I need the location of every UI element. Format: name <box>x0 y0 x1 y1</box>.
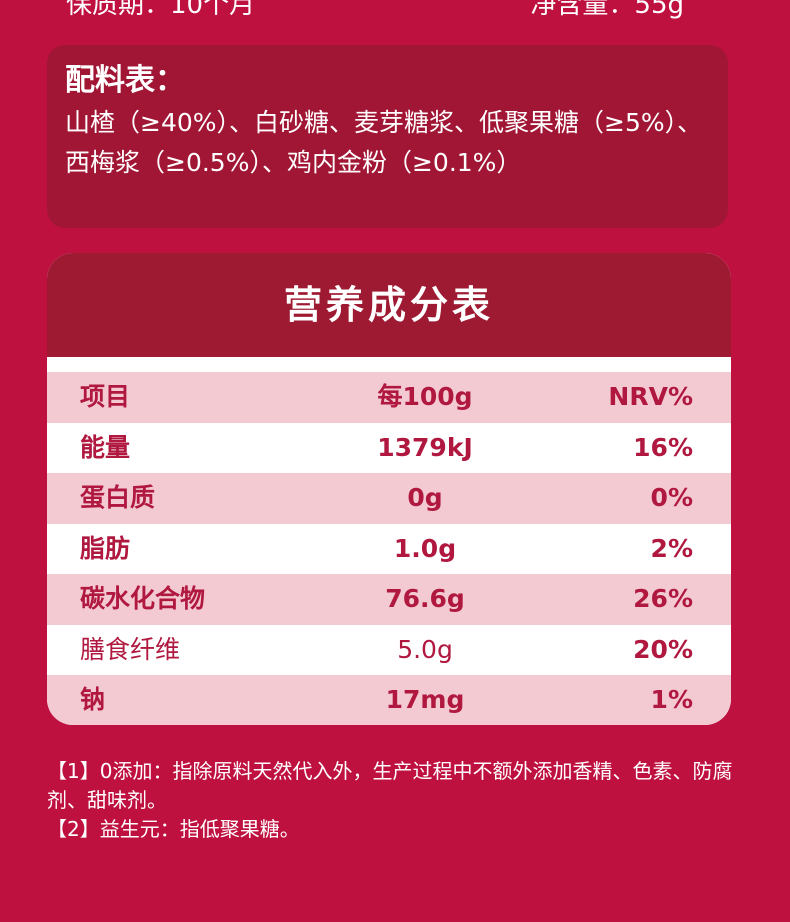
table-rows: 项目 每100g NRV% 能量 1379kJ 16% 蛋白质 0g 0% 脂肪 1.0g 2% 碳水化… <box>47 372 731 725</box>
ingredients-line: 西梅浆（≥0.5%）、鸡内金粉（≥0.1%） <box>65 148 522 177</box>
table-cell: 项目 <box>80 382 131 411</box>
table-row: 蛋白质 0g 0% <box>47 473 731 524</box>
table-cell: 脂肪 <box>80 533 131 563</box>
ingredients-line: 山楂（≥40%）、白砂糖、麦芽糖浆、低聚果糖（≥5%）、 <box>65 108 703 137</box>
table-row: 脂肪 1.0g 2% <box>47 524 731 575</box>
table-row: 钠 17mg 1% <box>47 675 731 725</box>
table-row: 膳食纤维 5.0g 20% <box>47 625 731 676</box>
note: 【2】益生元：指低聚果糖。 <box>47 817 300 841</box>
table-cell: 蛋白质 <box>80 483 156 512</box>
table-cell: 0% <box>650 483 693 512</box>
net-weight: 净含量：55g <box>530 0 684 20</box>
table-cell: 26% <box>633 584 693 613</box>
table-cell: 20% <box>633 634 693 664</box>
note: 【1】0添加：指除原料天然代入外，生产过程中不额外添加香精、色素、防腐剂、甜味剂… <box>47 759 733 812</box>
ingredients-title: 配料表： <box>65 63 185 98</box>
table-cell: NRV% <box>608 382 693 411</box>
notes: 【1】0添加：指除原料天然代入外，生产过程中不额外添加香精、色素、防腐剂、甜味剂… <box>47 757 757 844</box>
table-cell: 膳食纤维 <box>80 634 181 664</box>
table-cell: 1% <box>650 685 693 714</box>
table-cell: 钠 <box>80 685 106 714</box>
table-cell: 16% <box>633 432 693 462</box>
table-cell: 2% <box>650 533 693 563</box>
table-cell: 能量 <box>80 432 131 462</box>
table-row: 碳水化合物 76.6g 26% <box>47 574 731 625</box>
ingredients-box: 配料表： 山楂（≥40%）、白砂糖、麦芽糖浆、低聚果糖（≥5%）、 西梅浆（≥0… <box>47 45 728 228</box>
table-row: 项目 每100g NRV% <box>47 372 731 423</box>
table-title: 营养成分表 <box>47 253 731 357</box>
table-cell: 碳水化合物 <box>80 584 206 613</box>
table-row: 能量 1379kJ 16% <box>47 423 731 474</box>
shelf-life: 保质期：10个月 <box>66 0 256 20</box>
nutrition-table: 营养成分表 项目 每100g NRV% 能量 1379kJ 16% 蛋白质 0g 0% 脂肪 1.0… <box>47 253 731 725</box>
